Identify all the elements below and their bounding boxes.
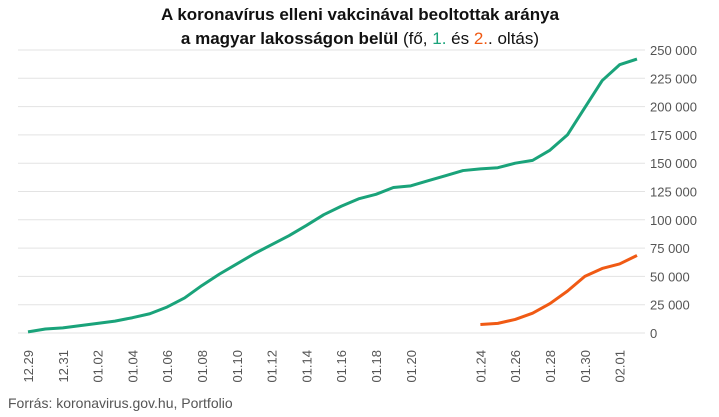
chart-title: A koronavírus elleni vakcinával beoltott… xyxy=(161,5,560,24)
title-text: a magyar lakosságon belül xyxy=(181,29,398,48)
x-tick-label: 01.02 xyxy=(91,350,106,383)
title-text: (fő, xyxy=(398,29,432,48)
x-tick-label: 01.04 xyxy=(125,350,140,383)
chart-title: a magyar lakosságon belül (fő, 1. és 2..… xyxy=(181,29,539,48)
x-tick-label: 01.28 xyxy=(543,350,558,383)
x-tick-label: 01.12 xyxy=(265,350,280,383)
y-tick-label: 50 000 xyxy=(650,269,690,284)
x-tick-label: 12.29 xyxy=(21,350,36,383)
x-tick-label: 01.20 xyxy=(404,350,419,383)
x-tick-label: 01.16 xyxy=(334,350,349,383)
x-tick-label: 01.10 xyxy=(230,350,245,383)
x-tick-label: 01.14 xyxy=(299,350,314,383)
legend-entry: 1. xyxy=(432,29,446,48)
y-tick-label: 25 000 xyxy=(650,298,690,313)
y-tick-label: 100 000 xyxy=(650,213,697,228)
y-tick-label: 225 000 xyxy=(650,71,697,86)
title-text: . oltás) xyxy=(488,29,539,48)
y-tick-label: 0 xyxy=(650,326,657,341)
title-text: és xyxy=(446,29,473,48)
x-tick-label: 01.18 xyxy=(369,350,384,383)
x-tick-label: 01.08 xyxy=(195,350,210,383)
x-tick-label: 01.06 xyxy=(160,350,175,383)
source: Forrás: koronavirus.gov.hu, Portfolio xyxy=(8,395,233,411)
y-tick-label: 125 000 xyxy=(650,185,697,200)
x-tick-label: 02.01 xyxy=(613,350,628,383)
y-tick-label: 75 000 xyxy=(650,241,690,256)
y-tick-label: 150 000 xyxy=(650,156,697,171)
x-tick-label: 01.30 xyxy=(578,350,593,383)
series-line xyxy=(27,57,638,334)
y-tick-label: 250 000 xyxy=(650,43,697,58)
series-line xyxy=(480,254,638,327)
legend-entry: 2. xyxy=(474,29,488,48)
x-tick-label: 01.26 xyxy=(508,350,523,383)
y-tick-label: 200 000 xyxy=(650,100,697,115)
x-tick-label: 01.24 xyxy=(473,350,488,383)
x-tick-label: 12.31 xyxy=(56,350,71,383)
y-tick-label: 175 000 xyxy=(650,128,697,143)
